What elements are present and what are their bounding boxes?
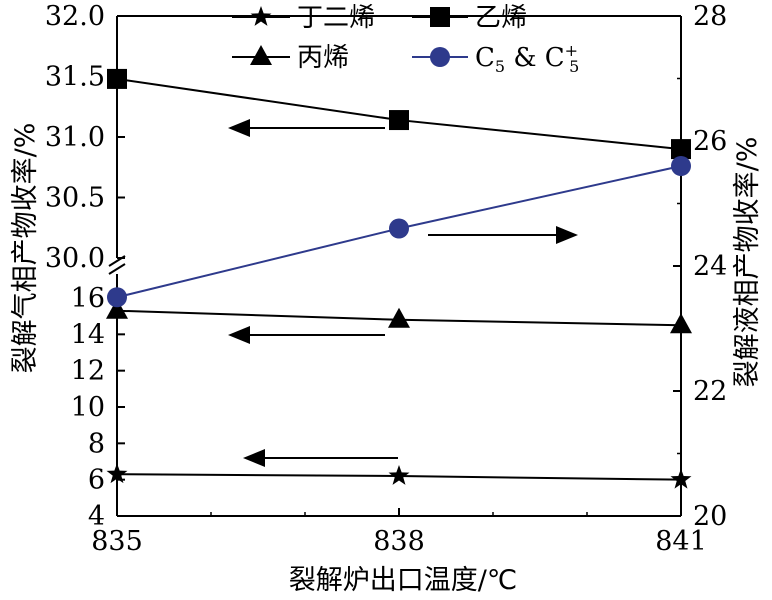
y-left-tick-label: 30.0 bbox=[45, 243, 105, 274]
y-left-tick-label: 31.5 bbox=[45, 62, 105, 93]
y-right-tick-label: 20 bbox=[693, 501, 727, 532]
y-left-tick-label: 16 bbox=[71, 283, 105, 314]
data-point-circle bbox=[671, 156, 691, 176]
y-left-tick-label: 30.5 bbox=[45, 183, 105, 214]
data-point-triangle bbox=[388, 307, 410, 328]
y-right-tick-label: 26 bbox=[693, 126, 727, 157]
x-tick-label: 838 bbox=[373, 526, 425, 557]
legend-label-star: 丁二烯 bbox=[297, 3, 375, 33]
legend-label-triangle: 丙烯 bbox=[297, 43, 349, 73]
x-axis-title: 裂解炉出口温度/℃ bbox=[289, 565, 517, 596]
arrow-head bbox=[556, 226, 578, 244]
y-left-tick-label: 12 bbox=[71, 356, 105, 387]
y-left-tick-label: 8 bbox=[88, 428, 105, 459]
data-point-star bbox=[106, 463, 128, 484]
data-point-circle bbox=[389, 218, 409, 239]
data-point-star bbox=[670, 468, 692, 489]
axis-break-mark-2 bbox=[108, 263, 126, 275]
legend-marker-square bbox=[430, 7, 450, 27]
legend-label-square: 乙烯 bbox=[475, 3, 527, 33]
y-right-tick-label: 22 bbox=[693, 376, 727, 407]
arrow-head bbox=[228, 326, 250, 344]
data-point-circle bbox=[107, 287, 127, 308]
legend-label-circle: C5 & C+ 5 bbox=[475, 41, 579, 76]
y-left-tick-label: 14 bbox=[71, 319, 105, 350]
data-point-triangle bbox=[106, 298, 128, 319]
y-axis-left-title: 裂解气相产物收率/% bbox=[10, 123, 41, 374]
legend-marker-star bbox=[250, 6, 272, 26]
data-point-square bbox=[671, 139, 691, 160]
series-group bbox=[106, 68, 692, 489]
data-point-square bbox=[107, 68, 127, 89]
y-right-tick-label: 28 bbox=[693, 1, 727, 32]
data-point-star bbox=[388, 465, 410, 485]
arrow-head bbox=[228, 119, 250, 137]
y-right-tick-label: 24 bbox=[693, 251, 727, 282]
annotation-arrows bbox=[228, 119, 578, 467]
tick-labels: 835 838 841 30.0 30.5 31.0 31.5 32.0 4 6 8 10 12 14 16… bbox=[45, 1, 727, 557]
y-left-tick-label: 31.0 bbox=[45, 122, 105, 153]
x-tick-label: 841 bbox=[655, 526, 707, 557]
y-left-tick-label: 32.0 bbox=[45, 1, 105, 32]
data-point-square bbox=[389, 110, 409, 131]
x-tick-label: 835 bbox=[91, 526, 143, 557]
legend-marker-triangle bbox=[250, 45, 272, 65]
y-left-tick-label: 4 bbox=[88, 501, 105, 532]
y-left-tick-label: 10 bbox=[71, 392, 105, 423]
axes bbox=[108, 15, 682, 517]
data-point-triangle bbox=[670, 313, 692, 334]
legend-marker-circle bbox=[430, 47, 450, 67]
arrow-head bbox=[243, 449, 265, 467]
y-left-tick-label: 6 bbox=[88, 465, 105, 496]
y-axis-right-title: 裂解液相产物收率/% bbox=[732, 137, 763, 388]
